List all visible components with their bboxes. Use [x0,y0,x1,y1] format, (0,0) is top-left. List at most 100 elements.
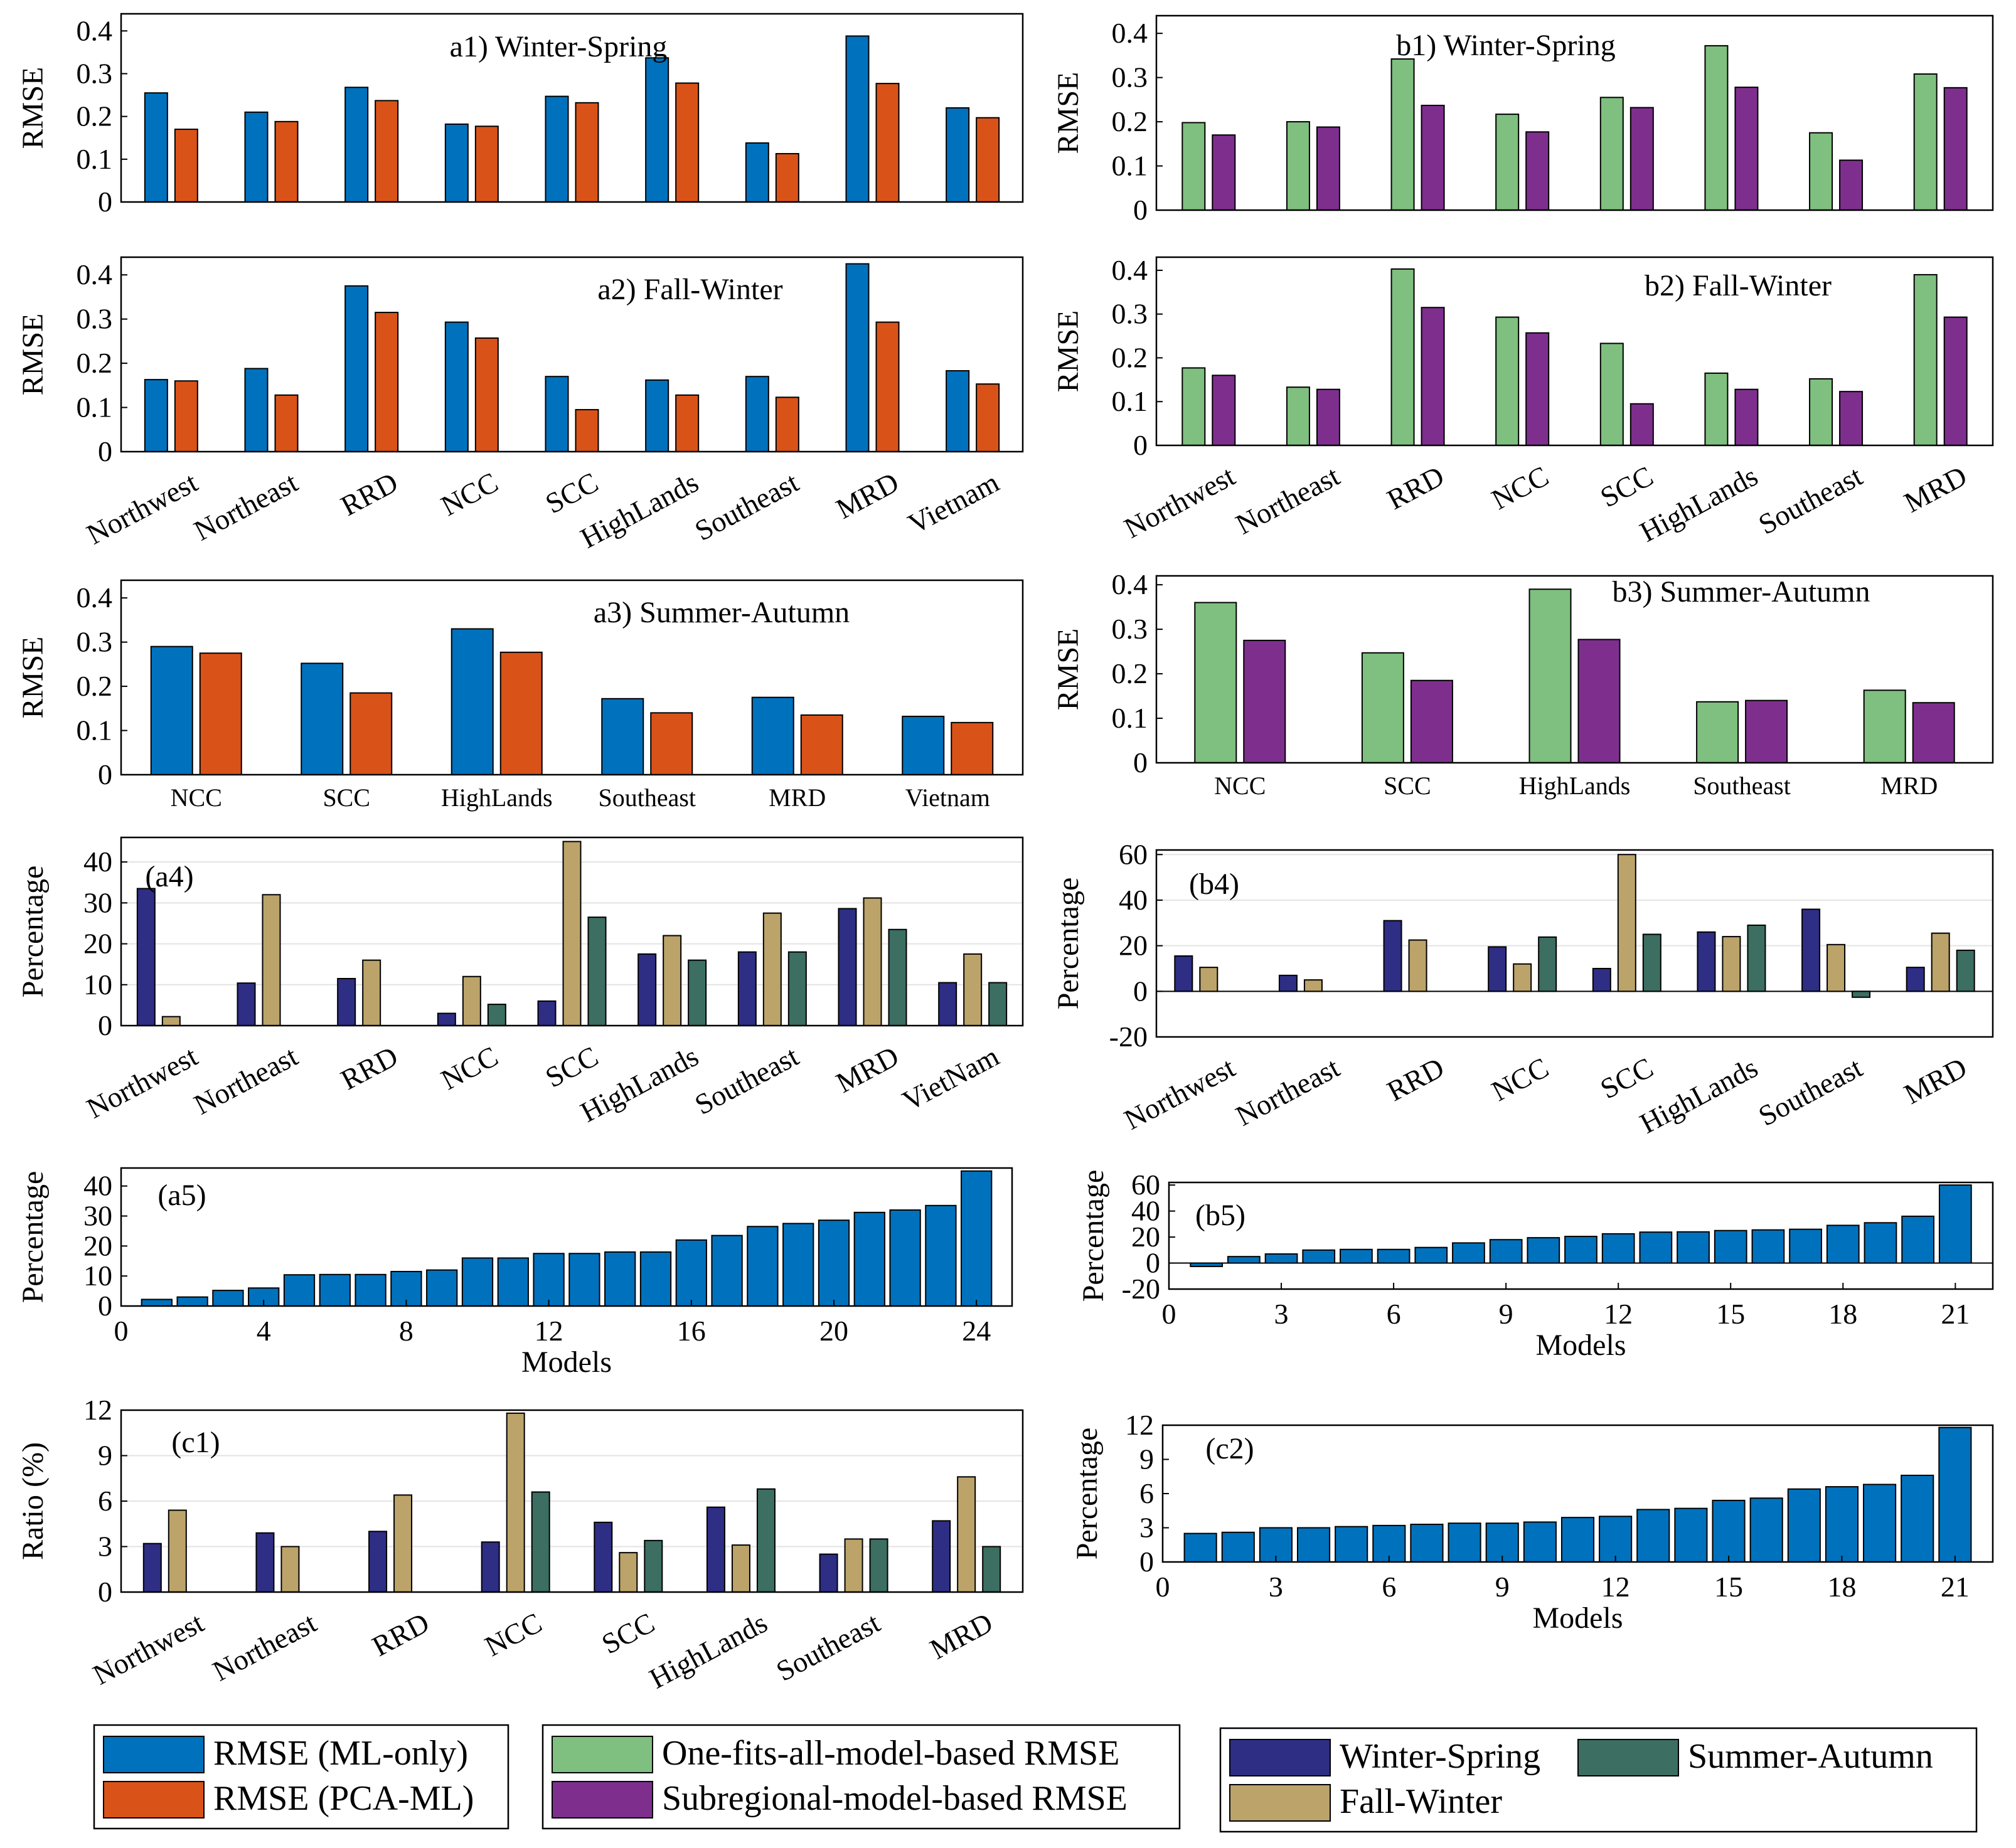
bar-a5-21 [889,1209,921,1307]
bar-a5-5 [319,1273,351,1307]
category-label: HighLands [1519,772,1631,800]
bar-b5-9 [1527,1237,1560,1264]
x-tick-label: 12 [1601,1571,1630,1603]
category-label: HighLands [441,783,553,812]
category-label: VietNam [897,1040,1005,1117]
category-label: NCC [435,1040,503,1096]
bar-c1-s2-c6 [869,1538,888,1593]
bar-a4-s1-c7 [863,897,882,1026]
bar-a3-s1-c1 [349,692,393,775]
panel-title: b3) Summer-Autumn [1613,575,1870,608]
bar-c2-1 [1221,1531,1255,1563]
y-tick-label: 0 [1139,1546,1154,1578]
y-tick-label: 0 [1133,194,1148,226]
x-tick-label: 20 [819,1315,848,1347]
bar-a2-s0-c7 [845,263,870,452]
y-tick-label: 0.1 [77,714,113,746]
category-label: Northwest [1119,1051,1240,1136]
bar-b4-s1-c0 [1199,967,1219,992]
bar-b3-s1-c4 [1912,702,1955,763]
category-label: NCC [171,783,222,812]
bar-a5-4 [283,1274,316,1307]
bar-a5-16 [711,1235,743,1307]
x-tick-label: 3 [1274,1298,1289,1330]
legend-swatch [1229,1739,1331,1776]
bar-a3-s1-c4 [800,714,843,775]
category-label: Northeast [189,466,303,547]
bar-b3-s1-c0 [1243,639,1286,764]
bar-a3-s1-c0 [199,652,242,775]
x-tick-label: 8 [399,1315,413,1347]
bar-b4-s0-c2 [1383,920,1402,992]
bar-a3-s0-c5 [902,716,945,775]
bar-c1-s1-c3 [506,1412,525,1593]
panel-title: a1) Winter-Spring [450,30,668,63]
category-label: Northeast [1230,1051,1345,1132]
bar-a3-s1-c5 [951,721,994,776]
bar-c2-7 [1448,1522,1481,1563]
bar-b5-4 [1340,1248,1373,1264]
y-tick-label: 10 [83,1260,112,1292]
bar-a5-6 [355,1273,387,1307]
bar-c2-15 [1749,1497,1783,1563]
y-tick-label: 9 [1139,1443,1154,1475]
bar-b5-7 [1452,1242,1485,1264]
bar-a4-s1-c3 [462,975,481,1027]
category-label: MRD [1899,460,1971,519]
bar-b5-1 [1227,1256,1261,1264]
bar-b2-s1-c1 [1316,388,1340,447]
bar-c2-14 [1712,1499,1746,1563]
y-tick-label: 0 [98,1290,112,1322]
y-axis-label: Percentage [1070,1428,1104,1560]
y-axis-label: Percentage [1052,878,1085,1010]
category-label: HighLands [1635,1051,1763,1140]
category-label: NCC [1214,772,1266,800]
bar-a2-s1-c8 [976,383,1000,452]
bar-c1-s1-c1 [280,1546,300,1593]
legend-label: Winter-Spring [1340,1737,1540,1776]
bar-b3-s1-c2 [1577,639,1621,764]
bar-c1-s1-c7 [957,1476,976,1593]
bar-b4-s1-c3 [1513,963,1532,992]
y-tick-label: 40 [1131,1195,1160,1227]
y-tick-label: 20 [1131,1221,1160,1253]
bar-c1-s1-c5 [731,1544,750,1593]
bar-c2-17 [1825,1486,1859,1563]
panel-title: (a4) [145,860,193,893]
x-tick-label: 12 [535,1315,563,1347]
bar-a4-s2-c4 [587,916,607,1027]
bar-a4-s0-c3 [437,1012,456,1027]
legend-swatch [1229,1784,1331,1822]
x-tick-label: 0 [1156,1571,1170,1603]
bar-a3-s0-c1 [301,662,344,776]
bar-c1-s1-c0 [168,1509,187,1593]
bar-a4-s0-c2 [337,978,356,1026]
x-tick-label: 18 [1827,1571,1856,1603]
axes-box [1155,256,1994,447]
bar-b4-s0-c4 [1592,967,1611,992]
bar-a5-8 [426,1269,458,1307]
bar-a2-s0-c5 [645,379,669,453]
bar-a2-s0-c2 [344,285,369,452]
y-tick-label: 0.3 [77,57,113,89]
bar-b4-s0-c7 [1906,967,1925,992]
bar-a5-19 [818,1219,850,1307]
bar-b1-s1-c0 [1212,134,1236,211]
legend-label: Fall-Winter [1340,1782,1502,1821]
bar-c1-s0-c3 [481,1541,500,1593]
bar-c1-s0-c2 [368,1531,388,1593]
legend-swatch [1577,1739,1679,1776]
bar-b5-11 [1601,1233,1635,1264]
bar-a2-s1-c4 [575,409,599,452]
y-axis-label: Percentage [1077,1170,1110,1302]
y-tick-label: 0.2 [77,670,113,702]
y-tick-label: 12 [83,1394,112,1426]
bar-a4-s2-c6 [787,951,807,1026]
bar-a3-s1-c2 [499,651,543,776]
y-tick-label: 0.4 [1112,254,1148,286]
chart-b1: 0 0.1 0.2 0.3 0.4 RMSE b1) Winter-Spring [1052,14,1994,226]
bar-a1-s0-c0 [144,92,168,203]
